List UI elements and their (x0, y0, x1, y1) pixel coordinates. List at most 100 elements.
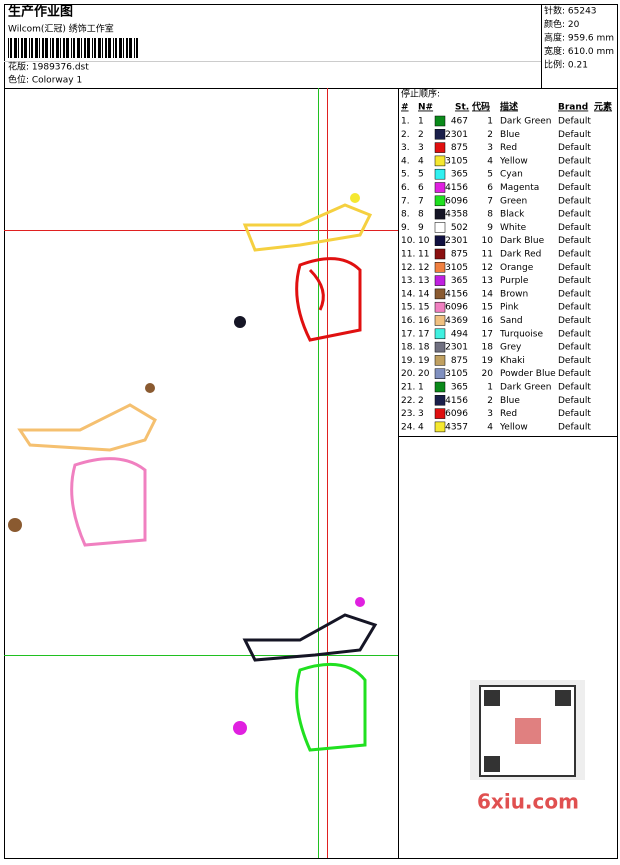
design-file: 花版: 1989376.dst (8, 61, 89, 73)
brand: Default (558, 250, 591, 260)
table-row: 2. 2 2301 2 Blue Default (401, 129, 591, 140)
code: 11 (482, 250, 493, 260)
bar (81, 38, 82, 58)
color-swatch (434, 288, 446, 300)
bar (31, 38, 33, 58)
row-number: 1. (401, 117, 410, 127)
table-row: 17. 17 494 17 Turquoise Default (401, 328, 591, 340)
company: Wilcom(汇冠) 绣饰工作室 (8, 23, 114, 35)
bar (14, 38, 17, 58)
stitches: 2301 (445, 130, 468, 140)
color-swatch (434, 301, 446, 313)
table-row: 4. 4 3105 4 Yellow Default (401, 155, 591, 166)
color-swatch (434, 368, 446, 379)
description: Brown (500, 289, 528, 299)
stitches: 6096 (445, 303, 468, 313)
code: 18 (482, 343, 494, 353)
color-swatch (434, 341, 446, 353)
color-swatch (434, 408, 446, 419)
needle: 2 (418, 396, 424, 406)
bar (8, 38, 9, 58)
title: 生产作业图 (8, 4, 73, 20)
bar (113, 38, 114, 58)
stitches: 4358 (445, 210, 468, 220)
table-row: 8. 8 4358 8 Black Default (401, 208, 591, 220)
description: Dark Green (500, 383, 551, 393)
code: 9 (487, 223, 493, 233)
bar (29, 38, 30, 58)
color-swatch (434, 142, 446, 153)
code: 2 (487, 396, 493, 406)
row-number: 4. (401, 156, 410, 166)
code: 17 (482, 329, 493, 339)
color-swatch (434, 208, 446, 220)
table-row: 16. 16 4369 16 Sand Default (401, 315, 591, 326)
color-swatch (434, 381, 446, 393)
code: 5 (487, 170, 493, 180)
bar (45, 38, 48, 58)
color-swatch (434, 355, 446, 366)
table-row: 22. 2 4156 2 Blue Default (401, 395, 591, 406)
row-number: 22. (401, 396, 415, 406)
bar (73, 38, 75, 58)
sequence-title: 停止顺序: (401, 88, 440, 100)
qr-code (470, 680, 585, 780)
row-number: 21. (401, 383, 415, 393)
needle: 1 (418, 383, 424, 393)
brand: Default (558, 356, 591, 366)
code: 2 (487, 130, 493, 140)
stitches: 4357 (445, 422, 468, 432)
needle: 4 (418, 422, 424, 432)
row-number: 24. (401, 422, 415, 432)
description: Magenta (500, 183, 539, 193)
table-row: 20. 20 3105 20 Powder Blue Default (401, 368, 591, 379)
needle: 3 (418, 409, 424, 419)
stat: 比例: 0.21 (544, 59, 588, 71)
row-number: 8. (401, 210, 410, 220)
bar (119, 38, 122, 58)
description: Khaki (500, 356, 525, 366)
table-row: 12. 12 3105 12 Orange Default (401, 262, 591, 273)
color-swatch (434, 328, 446, 340)
needle: 18 (418, 343, 430, 353)
stitches: 502 (451, 223, 468, 233)
bar (102, 38, 103, 58)
stitches: 4369 (445, 316, 468, 326)
description: Blue (500, 396, 520, 406)
watermark: 6xiu.com (477, 790, 579, 814)
stitches: 467 (451, 117, 468, 127)
description: Blue (500, 130, 520, 140)
stitches: 2301 (445, 343, 468, 353)
stitches: 875 (451, 143, 468, 153)
bar (105, 38, 107, 58)
description: White (500, 223, 527, 233)
brand: Default (558, 183, 591, 193)
row-number: 11. (401, 250, 415, 260)
description: Sand (500, 316, 523, 326)
row-number: 5. (401, 170, 410, 180)
needle: 16 (418, 316, 430, 326)
column-header: 元素 (594, 101, 612, 113)
brand: Default (558, 196, 591, 206)
description: Turquoise (499, 329, 543, 339)
brand: Default (558, 383, 591, 393)
bar (87, 38, 90, 58)
description: Cyan (500, 170, 523, 180)
column-header: # (401, 103, 409, 113)
bar (84, 38, 86, 58)
color-swatch (434, 115, 446, 127)
brand: Default (558, 343, 591, 353)
code: 4 (487, 156, 493, 166)
code: 16 (482, 316, 494, 326)
stitches: 3105 (445, 156, 468, 166)
needle: 15 (418, 303, 429, 313)
table-row: 18. 18 2301 18 Grey Default (401, 341, 591, 353)
color-swatch (434, 195, 446, 207)
table-row: 6. 6 4156 6 Magenta Default (401, 182, 591, 193)
description: Black (500, 210, 525, 220)
needle: 17 (418, 329, 429, 339)
code: 15 (482, 303, 493, 313)
row-number: 17. (401, 329, 415, 339)
